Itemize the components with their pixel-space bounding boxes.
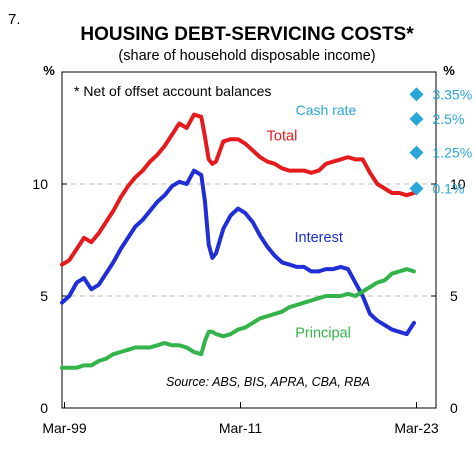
- y-axis-ticks: 0 0 5 5 10 10: [32, 176, 465, 416]
- cash-rate-value: 2.5%: [432, 111, 464, 127]
- figure-number: 7.: [8, 11, 21, 28]
- footnote: * Net of offset account balances: [74, 83, 271, 99]
- right-axis-unit: %: [443, 63, 455, 78]
- chart-title: HOUSING DEBT-SERVICING COSTS*: [80, 24, 414, 45]
- plot-frame: [61, 71, 437, 409]
- series-label-total: Total: [267, 128, 298, 144]
- cash-rate-diamond: [409, 145, 424, 160]
- cash-rate-value: 1.25%: [432, 145, 472, 161]
- series-lines: [60, 112, 416, 370]
- cash-rate-diamond: [409, 87, 424, 102]
- series-label-interest: Interest: [294, 230, 342, 246]
- xtick-label: Mar-11: [219, 420, 263, 436]
- xtick-label: Mar-23: [394, 420, 439, 436]
- cash-rate-diamond: [409, 181, 424, 196]
- series-labels: Total Interest Principal: [267, 128, 351, 341]
- xtick-label: Mar-99: [42, 420, 87, 436]
- source-note: Source: ABS, BIS, APRA, CBA, RBA: [166, 375, 370, 389]
- ytick-right-label: 0: [450, 400, 458, 416]
- ytick-left-label: 10: [32, 176, 48, 192]
- cash-rate-markers: Cash rate 3.35% 2.5% 1.25% 0.1%: [296, 86, 473, 196]
- series-line-interest: [60, 168, 416, 337]
- cash-rate-diamond: [409, 112, 424, 127]
- ytick-right-label: 5: [450, 288, 458, 304]
- series-line-total: [60, 112, 416, 267]
- cash-rate-value: 3.35%: [432, 86, 472, 102]
- cash-rate-value: 0.1%: [432, 180, 464, 196]
- series-label-principal: Principal: [295, 325, 351, 341]
- series-line-principal: [60, 267, 416, 370]
- ytick-left-label: 0: [40, 400, 48, 416]
- chart-subtitle: (share of household disposable income): [118, 48, 375, 64]
- ytick-right-label: 10: [450, 176, 466, 192]
- cash-rate-label: Cash rate: [296, 102, 357, 118]
- ytick-left-label: 5: [40, 288, 48, 304]
- x-axis-ticks: Mar-99 Mar-11 Mar-23: [42, 402, 439, 436]
- left-axis-unit: %: [43, 63, 55, 78]
